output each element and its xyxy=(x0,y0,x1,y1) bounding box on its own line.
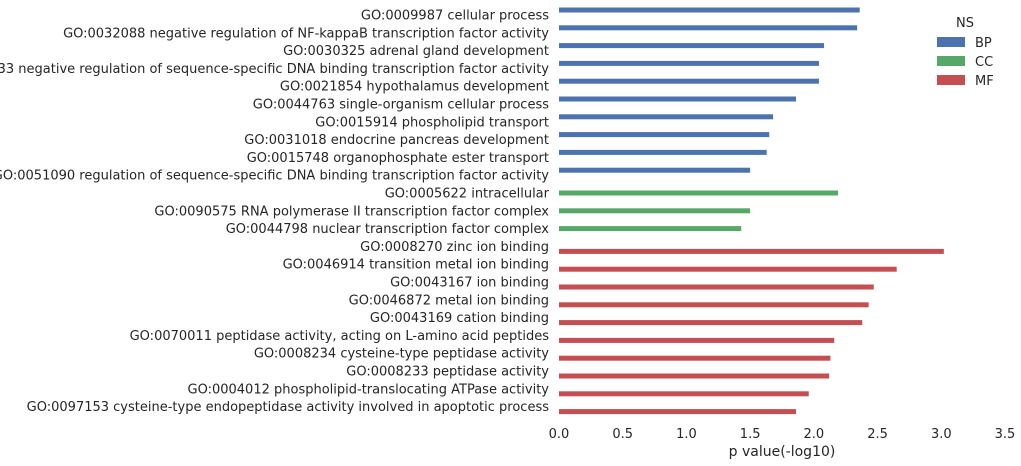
bar-mf-14 xyxy=(559,266,897,272)
bar-mf-20 xyxy=(559,373,830,379)
bar-bp-4 xyxy=(559,78,819,84)
x-tick-label-5: 2.5 xyxy=(867,427,888,442)
x-tick-label-1: 0.5 xyxy=(612,427,633,442)
x-axis-title: p value(-log10) xyxy=(729,444,836,460)
bar-cc-11 xyxy=(559,208,751,214)
category-label-13: GO:0008270 zinc ion binding xyxy=(360,240,549,255)
bar-mf-17 xyxy=(559,320,863,326)
x-tick-label-4: 2.0 xyxy=(804,427,825,442)
legend-swatch-mf xyxy=(937,75,965,85)
x-tick-label-7: 3.5 xyxy=(995,427,1016,442)
category-label-5: GO:0044763 single-organism cellular proc… xyxy=(253,98,549,113)
category-label-14: GO:0046914 transition metal ion binding xyxy=(283,258,549,273)
bar-cc-12 xyxy=(559,226,742,232)
category-label-6: GO:0015914 phospholipid transport xyxy=(315,115,549,130)
bar-mf-16 xyxy=(559,302,869,308)
legend-entries: BP CC MF xyxy=(937,36,994,89)
category-label-16: GO:0046872 metal ion binding xyxy=(349,293,549,308)
category-label-1: GO:0032088 negative regulation of NF-kap… xyxy=(63,26,549,41)
legend-label-cc: CC xyxy=(975,55,993,70)
category-label-2: GO:0030325 adrenal gland development xyxy=(283,44,549,59)
bar-bp-7 xyxy=(559,132,770,138)
bar-bp-1 xyxy=(559,25,858,31)
category-label-9: GO:0051090 regulation of sequence-specif… xyxy=(0,169,549,184)
x-tick-label-0: 0.0 xyxy=(549,427,570,442)
bars-group xyxy=(559,7,944,415)
x-tick-label-6: 3.0 xyxy=(931,427,952,442)
bar-mf-21 xyxy=(559,391,809,397)
category-label-19: GO:0008234 cysteine-type peptidase activ… xyxy=(254,347,549,362)
legend-title: NS xyxy=(956,16,974,31)
bar-cc-10 xyxy=(559,190,839,196)
category-label-12: GO:0044798 nuclear transcription factor … xyxy=(226,222,550,237)
category-labels: GO:0009987 cellular process GO:0032088 ne… xyxy=(0,9,550,416)
category-label-4: GO:0021854 hypothalamus development xyxy=(280,80,549,95)
category-label-0: GO:0009987 cellular process xyxy=(361,9,549,24)
bar-mf-13 xyxy=(559,248,944,254)
category-label-18: GO:0070011 peptidase activity, acting on… xyxy=(130,329,550,344)
category-label-21: GO:0004012 phospholipid-translocating AT… xyxy=(188,382,550,397)
legend-label-bp: BP xyxy=(975,36,992,51)
bar-bp-2 xyxy=(559,43,825,49)
bar-bp-9 xyxy=(559,167,751,173)
category-label-22: GO:0097153 cysteine-type endopeptidase a… xyxy=(27,400,550,415)
bar-mf-18 xyxy=(559,337,835,343)
legend-swatch-bp xyxy=(937,37,965,47)
category-label-11: GO:0090575 RNA polymerase II transcripti… xyxy=(154,204,549,219)
category-label-10: GO:0005622 intracellular xyxy=(385,187,550,202)
category-label-15: GO:0043167 ion binding xyxy=(390,276,549,291)
x-tick-label-3: 1.5 xyxy=(740,427,761,442)
legend-swatch-cc xyxy=(937,56,965,66)
legend-label-mf: MF xyxy=(975,74,994,89)
bar-mf-15 xyxy=(559,284,874,290)
bar-bp-3 xyxy=(559,60,819,66)
category-label-20: GO:0008233 peptidase activity xyxy=(346,365,549,380)
bar-mf-22 xyxy=(559,409,797,415)
category-label-3: GO:0043433 negative regulation of sequen… xyxy=(0,62,549,77)
bar-bp-8 xyxy=(559,149,767,155)
bar-bp-0 xyxy=(559,7,860,13)
category-label-7: GO:0031018 endocrine pancreas developmen… xyxy=(244,133,549,148)
x-tick-label-2: 1.0 xyxy=(676,427,697,442)
x-axis-ticks: 0.0 0.5 1.0 1.5 2.0 2.5 3.0 3.5 xyxy=(549,427,1016,442)
bar-mf-19 xyxy=(559,355,831,361)
bar-bp-5 xyxy=(559,96,797,102)
legend: NS BP CC MF xyxy=(937,16,994,89)
category-label-8: GO:0015748 organophosphate ester transpo… xyxy=(247,151,549,166)
bar-bp-6 xyxy=(559,114,774,120)
category-label-17: GO:0043169 cation binding xyxy=(370,311,549,326)
